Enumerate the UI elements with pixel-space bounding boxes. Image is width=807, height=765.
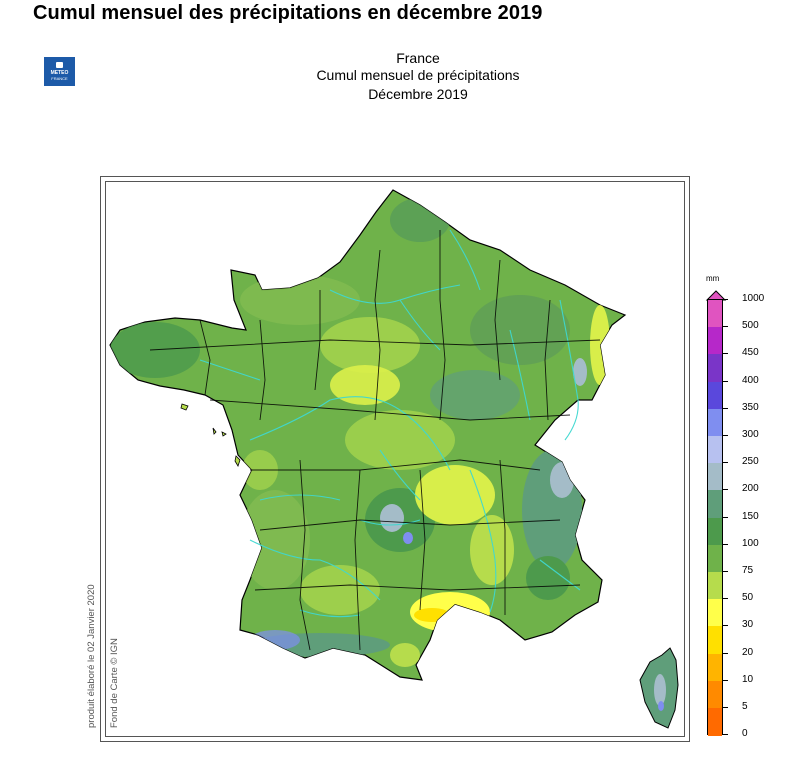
legend-tick-100 — [723, 544, 728, 545]
legend-label-5: 5 — [742, 701, 748, 712]
legend-swatch-10 — [708, 680, 722, 709]
meteo-france-logo: METEO FRANCE — [44, 57, 75, 86]
legend-tick-250 — [723, 462, 728, 463]
legend-tick-400 — [723, 381, 728, 382]
legend-unit: mm — [706, 274, 720, 283]
legend-label-20: 20 — [742, 647, 754, 658]
legend-label-500: 500 — [742, 320, 759, 331]
legend-swatch-50 — [708, 599, 722, 628]
legend-tick-5 — [723, 707, 728, 708]
legend-label-100: 100 — [742, 538, 759, 549]
legend-color-bar — [707, 299, 723, 736]
map-zone-massif-high — [380, 504, 404, 532]
map-zone-centre-yellow — [330, 365, 400, 405]
legend-label-400: 400 — [742, 375, 759, 386]
map-corsica-peak — [658, 701, 664, 711]
legend-tick-0 — [723, 734, 728, 735]
credit-production-date: produit élaboré le 02 Janvier 2020 — [86, 584, 97, 728]
map-zone-alsace-yellow — [590, 305, 610, 385]
legend-swatch-300 — [708, 436, 722, 464]
legend-label-30: 30 — [742, 619, 754, 630]
map-island-belle-ile — [180, 403, 189, 411]
map-rivers — [199, 229, 581, 618]
legend-swatch-5 — [708, 708, 722, 736]
legend-tick-30 — [723, 625, 728, 626]
logo-text-line2: FRANCE — [51, 76, 68, 81]
map-zone-paris-basin — [320, 317, 420, 373]
map-island-noirmoutier — [212, 427, 217, 435]
map-zone-alps — [522, 450, 582, 570]
map-zone-vosges-blue — [573, 358, 587, 386]
legend-swatch-500 — [708, 327, 722, 356]
legend-swatch-100 — [708, 544, 722, 573]
legend-tick-300 — [723, 435, 728, 436]
map-zone-south-west — [300, 565, 380, 615]
legend-swatch-400 — [708, 381, 722, 410]
legend-tick-50 — [723, 598, 728, 599]
legend-label-50: 50 — [742, 592, 754, 603]
legend-swatch-30 — [708, 626, 722, 655]
legend-swatch-75 — [708, 572, 722, 600]
page-title: Cumul mensuel des précipitations en déce… — [33, 2, 543, 24]
map-zone-burgundy — [430, 370, 520, 420]
legend-tick-450 — [723, 353, 728, 354]
map-precipitation-fill — [109, 189, 627, 681]
legend-label-150: 150 — [742, 511, 759, 522]
legend-label-200: 200 — [742, 483, 759, 494]
legend-tick-10 — [723, 680, 728, 681]
map-heading-country: France — [396, 50, 440, 66]
credit-basemap: Fond de Carte © IGN — [109, 638, 120, 728]
map-zone-languedoc-orange — [414, 608, 450, 622]
legend-swatch-1000 — [708, 300, 722, 328]
map-zone-aquitaine — [240, 490, 310, 590]
legend-label-300: 300 — [742, 429, 759, 440]
map-zone-pyrenees-west — [250, 630, 300, 650]
legend-swatch-150 — [708, 517, 722, 546]
map-corsica-high — [654, 674, 666, 706]
map-island-re — [221, 431, 227, 437]
legend-label-350: 350 — [742, 402, 759, 413]
legend-tick-200 — [723, 489, 728, 490]
map-zone-normandy — [240, 275, 360, 325]
legend-tick-500 — [723, 326, 728, 327]
map-zone-alps-south — [526, 556, 570, 600]
map-islands — [180, 403, 241, 467]
legend-tick-150 — [723, 517, 728, 518]
legend-label-450: 450 — [742, 347, 759, 358]
legend-swatch-450 — [708, 354, 722, 383]
map-department-borders — [149, 230, 601, 651]
legend-tick-75 — [723, 571, 728, 572]
logo-mark-icon — [56, 62, 63, 68]
map-zone-loire — [345, 410, 455, 470]
map-frame-inner — [105, 181, 685, 737]
legend-label-1000: 1000 — [742, 293, 765, 304]
map-zone-east — [470, 295, 570, 365]
map-island-oleron — [234, 455, 241, 467]
legend-tick-20 — [723, 653, 728, 654]
legend-swatch-200 — [708, 490, 722, 519]
map-zone-pyrenees-east — [390, 643, 420, 667]
legend-swatch-250 — [708, 463, 722, 492]
legend-label-250: 250 — [742, 456, 759, 467]
logo-text-line1: METEO — [50, 70, 69, 76]
legend-label-10: 10 — [742, 674, 754, 685]
legend-label-75: 75 — [742, 565, 754, 576]
legend-tick-350 — [723, 408, 728, 409]
map-heading-period: Décembre 2019 — [368, 86, 468, 102]
map-frame-outer — [100, 176, 690, 742]
legend-label-0: 0 — [742, 728, 748, 739]
map-heading-subject: Cumul mensuel de précipitations — [316, 67, 520, 83]
legend-swatch-20 — [708, 653, 722, 682]
map-zone-rhone-yellow — [415, 465, 495, 525]
map-zone-massif-peak — [403, 532, 413, 544]
legend-swatch-350 — [708, 408, 722, 437]
map-zone-rhone-light — [470, 515, 514, 585]
legend-tick-1000 — [723, 299, 728, 300]
